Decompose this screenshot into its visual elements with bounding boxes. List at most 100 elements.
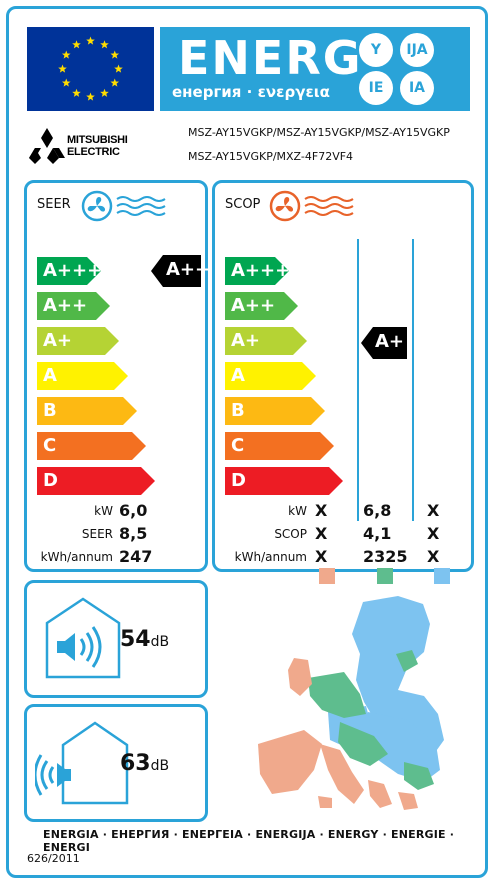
scop-row-label: SCOP <box>274 527 307 541</box>
scop-class-bar: A+ <box>225 327 307 355</box>
scop-class-label: A+ <box>231 330 261 351</box>
eu-star-icon <box>100 40 109 49</box>
seer-row-label: kWh/annum <box>40 550 113 564</box>
regulation-number: 626/2011 <box>27 852 80 865</box>
seer-title: SEER <box>37 197 71 212</box>
seer-row-value: 6,0 <box>119 501 148 520</box>
eu-star-icon <box>86 92 95 101</box>
eu-star-icon <box>72 40 81 49</box>
seer-class-label: B <box>43 400 57 421</box>
scop-row-value: 4,1 <box>363 524 392 543</box>
seer-class-label: A+ <box>43 330 73 351</box>
scop-class-bar: D <box>225 467 343 495</box>
scop-class-label: A+++ <box>231 260 291 281</box>
eu-star-icon <box>86 36 95 45</box>
scop-class-bar: A+++ <box>225 257 291 285</box>
cooling-fan-icon <box>81 190 166 222</box>
eu-stars-icon <box>58 36 123 101</box>
seer-row-value: 8,5 <box>119 524 148 543</box>
energ-title: ENERG <box>178 31 363 85</box>
eu-star-icon <box>100 88 109 97</box>
brand-name-line1: MITSUBISHI <box>67 134 128 146</box>
scop-row-value: X <box>427 501 440 520</box>
outdoor-unit-icon <box>35 721 129 805</box>
lang-bubble-ija: IJA <box>400 33 434 67</box>
label-frame <box>6 6 488 878</box>
eu-flag <box>27 27 154 111</box>
seer-class-label: A <box>43 365 57 386</box>
scop-class-bar: C <box>225 432 334 460</box>
scop-row-value: 2325 <box>363 547 408 566</box>
seer-class-label: D <box>43 470 58 491</box>
scop-row-value: X <box>427 547 440 566</box>
scop-row-value: X <box>315 547 328 566</box>
scop-title: SCOP <box>225 197 261 212</box>
indoor-noise-value: 54dB <box>120 627 169 652</box>
eu-star-icon <box>114 64 123 73</box>
indoor-unit-icon <box>45 597 121 679</box>
scop-class-bar: A <box>225 362 316 390</box>
brand-name-line2: ELECTRIC <box>67 146 120 158</box>
scop-class-label: B <box>231 400 245 421</box>
scop-row-value: X <box>315 524 328 543</box>
seer-row-label: SEER <box>81 527 113 541</box>
zone-divider-2 <box>412 239 414 521</box>
seer-class-bar: A+++ <box>37 257 103 285</box>
lang-bubble-y: Y <box>359 33 393 67</box>
scop-class-bar: A++ <box>225 292 298 320</box>
scop-class-label: A <box>231 365 245 386</box>
seer-class-label: A++ <box>43 295 88 316</box>
scop-row-value: X <box>315 501 328 520</box>
seer-class-bar: C <box>37 432 146 460</box>
scop-class-label: D <box>231 470 246 491</box>
seer-row-label: kW <box>94 504 113 518</box>
seer-class-bar: B <box>37 397 137 425</box>
model-line-2: MSZ-AY15VGKP/MXZ-4F72VF4 <box>188 150 354 163</box>
lang-bubble-ia: IA <box>400 71 434 105</box>
seer-class-bar: D <box>37 467 155 495</box>
seer-row-value: 247 <box>119 547 153 566</box>
eu-star-icon <box>61 50 71 59</box>
model-line-1: MSZ-AY15VGKP/MSZ-AY15VGKP/MSZ-AY15VGKP <box>188 126 450 139</box>
scop-indicator-label: A+ <box>375 331 405 352</box>
scop-row-label: kW <box>288 504 307 518</box>
indoor-noise-panel: 54dB <box>24 580 208 698</box>
outdoor-noise-panel: 63dB <box>24 704 208 822</box>
eu-star-icon <box>58 64 67 73</box>
brand-name: MITSUBISHI ELECTRIC <box>67 134 128 158</box>
mitsubishi-diamonds-icon <box>29 128 65 164</box>
zone-swatch-warm <box>319 568 335 584</box>
scop-class-bar: B <box>225 397 325 425</box>
seer-class-bar: A++ <box>37 292 110 320</box>
lang-bubble-ie: IE <box>359 71 393 105</box>
scop-row-label: kWh/annum <box>234 550 307 564</box>
heating-fan-icon <box>269 190 354 222</box>
eu-star-icon <box>61 78 71 87</box>
seer-class-bar: A+ <box>37 327 119 355</box>
outdoor-noise-number: 63 <box>120 751 151 776</box>
energy-header: ENERG енергия · ενεργεια Y IJA IE IA <box>160 27 470 111</box>
zone-divider-1 <box>357 239 359 521</box>
seer-class-bar: A <box>37 362 128 390</box>
seer-class-label: A+++ <box>43 260 103 281</box>
seer-panel: SEER A+++ A++ A+ A B C D A+++ kW 6,0 SEER 8,5 kWh/… <box>24 180 225 572</box>
seer-indicator-label: A+++ <box>166 259 226 280</box>
outdoor-noise-value: 63dB <box>120 751 169 776</box>
europe-climate-map <box>258 596 444 810</box>
scop-class-label: A++ <box>231 295 276 316</box>
eu-star-icon <box>110 50 120 59</box>
indoor-noise-number: 54 <box>120 627 151 652</box>
energ-subtitle: енергия · ενεργεια <box>172 83 330 101</box>
scop-class-label: C <box>231 435 245 456</box>
seer-class-label: C <box>43 435 57 456</box>
energy-words-footer: ENERGIA · ЕНЕРГИЯ · ΕΝΕΡΓΕΙΑ · ENERGIJA … <box>43 828 455 854</box>
scop-row-value: 6,8 <box>363 501 392 520</box>
eu-star-icon <box>72 88 81 97</box>
eu-star-icon <box>110 78 120 87</box>
zone-swatch-average <box>377 568 393 584</box>
scop-row-value: X <box>427 524 440 543</box>
outdoor-noise-unit: dB <box>150 758 170 774</box>
indoor-noise-unit: dB <box>150 634 170 650</box>
zone-swatch-cold <box>434 568 450 584</box>
